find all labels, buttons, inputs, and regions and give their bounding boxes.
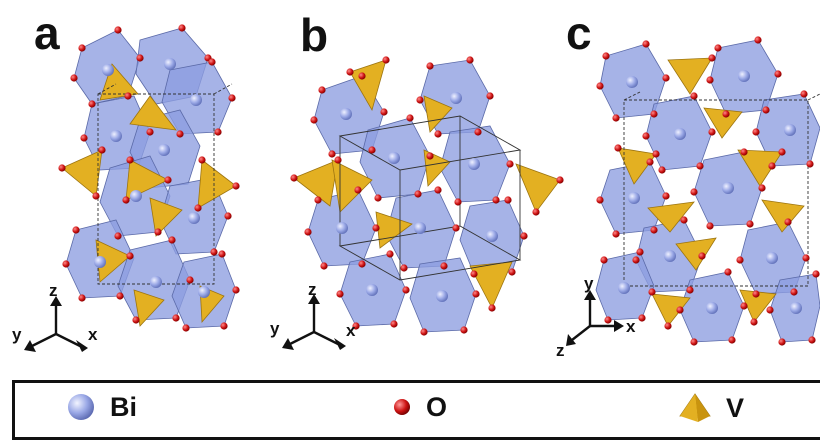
small-sphere-icon	[392, 392, 412, 422]
axis-label-b-left: y	[270, 319, 280, 338]
axis-label-c-left: z	[556, 341, 565, 360]
axis-label-a-left: y	[12, 325, 22, 344]
legend-label-o: O	[426, 394, 447, 421]
structure-panel-b: z y x	[270, 56, 564, 350]
legend-item-o: O	[392, 392, 447, 422]
axis-triad-b	[282, 294, 346, 350]
crystal-structure-figure: z y x	[0, 0, 820, 380]
legend-label-v: V	[726, 395, 744, 422]
axis-label-a-right: x	[88, 325, 98, 344]
axis-triad-a	[24, 296, 88, 352]
structure-panel-a: z y x	[12, 24, 240, 352]
structure-panel-c: y z x	[556, 36, 820, 360]
legend-item-v: V	[678, 392, 744, 424]
sphere-icon	[66, 392, 96, 422]
axis-label-c-up: y	[584, 274, 594, 293]
axis-label-b-up: z	[308, 280, 317, 299]
axis-label-b-right: x	[346, 321, 356, 340]
tetrahedron-icon	[678, 392, 712, 424]
legend-label-bi: Bi	[110, 394, 137, 421]
axis-label-c-right: x	[626, 317, 636, 336]
legend-item-bi: Bi	[66, 392, 137, 422]
axis-label-a-up: z	[49, 281, 58, 300]
